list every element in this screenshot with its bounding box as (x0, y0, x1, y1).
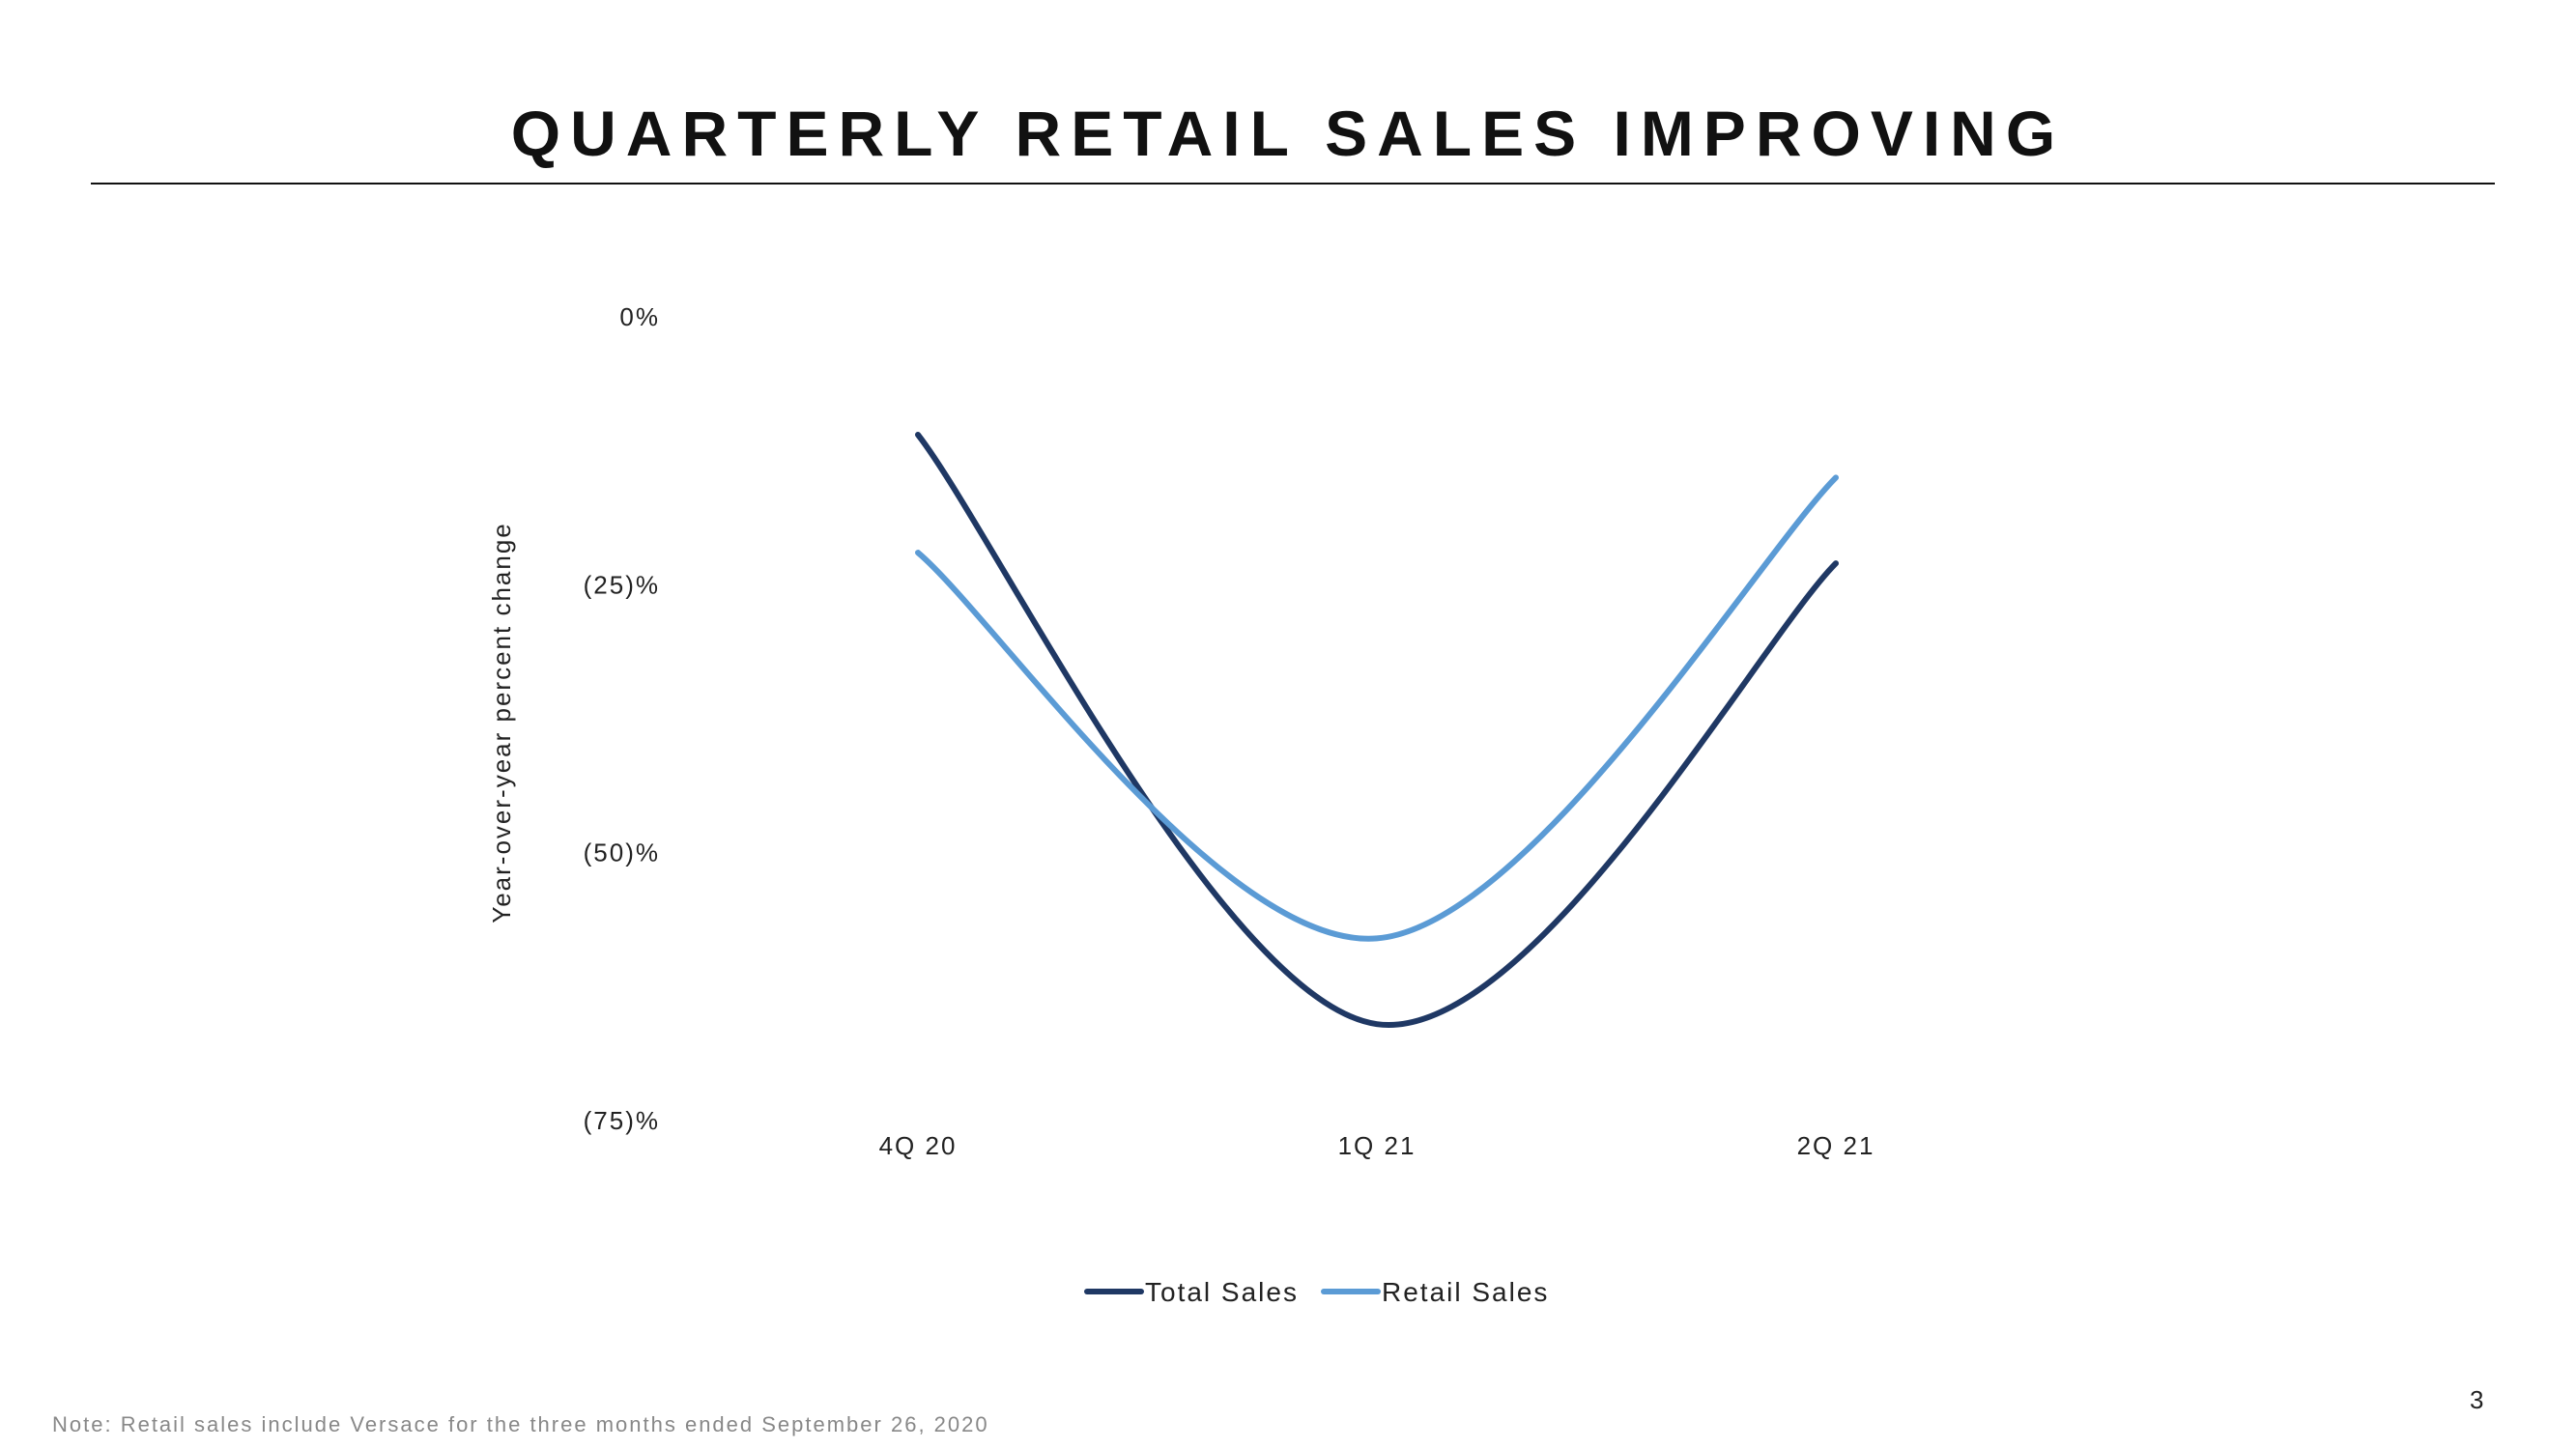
y-tick-label: (25)% (584, 570, 660, 599)
y-axis-ticks: 0% (25)% (50)% (75)% (584, 302, 660, 1135)
footnote: Note: Retail sales include Versace for t… (52, 1412, 989, 1436)
y-axis-title: Year-over-year percent change (487, 522, 516, 923)
x-tick-label: 1Q 21 (1338, 1131, 1417, 1160)
x-axis-ticks: 4Q 20 1Q 21 2Q 21 (879, 1131, 1875, 1160)
y-tick-label: (50)% (584, 838, 660, 867)
y-tick-label: 0% (619, 302, 660, 331)
y-tick-label: (75)% (584, 1106, 660, 1135)
legend: Total Sales Retail Sales (1084, 1277, 1549, 1307)
legend-label: Retail Sales (1382, 1277, 1549, 1307)
x-tick-label: 4Q 20 (879, 1131, 958, 1160)
slide-title: QUARTERLY RETAIL SALES IMPROVING (510, 98, 2066, 169)
title-divider (91, 183, 2495, 185)
page-number: 3 (2470, 1385, 2484, 1414)
legend-label: Total Sales (1145, 1277, 1299, 1307)
series-line-retail-sales (915, 474, 1839, 942)
series-line-total-sales (915, 432, 1839, 1028)
series-lines (915, 432, 1839, 1028)
x-tick-label: 2Q 21 (1797, 1131, 1875, 1160)
